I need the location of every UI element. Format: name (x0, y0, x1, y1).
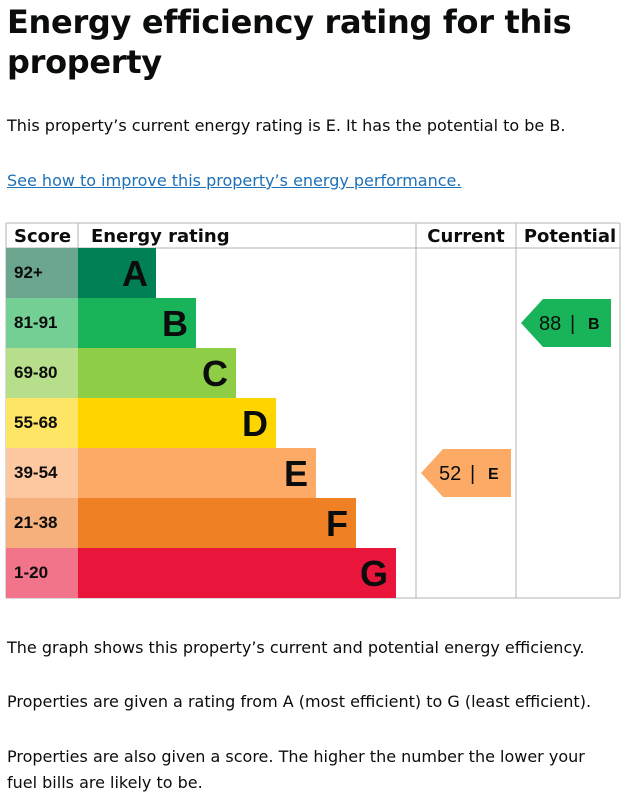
current-score-value: 52 (439, 463, 461, 485)
rating-bands: 92+ A 81-91 B 69-80 C 55-68 D 39-54 E 21-38 F 1-20 G (6, 248, 396, 598)
potential-score-value: 88 (539, 313, 561, 335)
band-bar-c (78, 348, 236, 398)
score-label-a: 92+ (14, 263, 43, 282)
header-current: Current (427, 226, 505, 247)
intro-text: This property’s current energy rating is… (7, 116, 566, 135)
score-label-e: 39-54 (14, 463, 58, 482)
band-letter-b: B (162, 303, 188, 344)
score-label-f: 21-38 (14, 513, 57, 532)
header-energy-rating: Energy rating (91, 226, 230, 247)
score-cell-g (6, 548, 78, 598)
potential-separator: | (570, 313, 575, 335)
energy-rating-chart: Score Energy rating Current Potential 92… (5, 222, 621, 599)
score-cell-c (6, 348, 78, 398)
score-label-b: 81-91 (14, 313, 57, 332)
current-rating-arrow: 52 | E (421, 449, 511, 497)
score-cell-b (6, 298, 78, 348)
page-title: Energy efficiency rating for this proper… (7, 3, 572, 81)
band-letter-a: A (122, 253, 148, 294)
band-bar-e (78, 448, 316, 498)
band-letter-c: C (202, 353, 228, 394)
band-bar-a (78, 248, 156, 298)
score-cell-e (6, 448, 78, 498)
band-bar-g (78, 548, 396, 598)
current-score-letter: E (488, 466, 499, 483)
header-potential: Potential (524, 226, 616, 247)
band-letter-g: G (360, 553, 388, 594)
score-label-d: 55-68 (14, 413, 57, 432)
band-letter-d: D (242, 403, 268, 444)
band-letter-e: E (284, 453, 308, 494)
header-score: Score (14, 226, 71, 247)
current-separator: | (470, 463, 475, 485)
potential-arrow-shape (521, 299, 611, 347)
score-cell-a (6, 248, 78, 298)
band-bar-f (78, 498, 356, 548)
score-label-c: 69-80 (14, 363, 57, 382)
band-letter-f: F (326, 503, 348, 544)
footer-rating-description: Properties are given a rating from A (mo… (7, 692, 592, 711)
footer-graph-description: The graph shows this property’s current … (7, 638, 585, 657)
score-label-g: 1-20 (14, 563, 48, 582)
band-bar-d (78, 398, 276, 448)
footer-score-description: Properties are also given a score. The h… (7, 747, 585, 792)
rating-arrows: 52 | E 88 | B (421, 299, 611, 497)
potential-rating-arrow: 88 | B (521, 299, 611, 347)
band-bar-b (78, 298, 196, 348)
score-cell-d (6, 398, 78, 448)
current-arrow-shape (421, 449, 511, 497)
potential-score-letter: B (588, 316, 600, 333)
improve-performance-link[interactable]: See how to improve this property’s energ… (7, 171, 462, 190)
score-cell-f (6, 498, 78, 548)
